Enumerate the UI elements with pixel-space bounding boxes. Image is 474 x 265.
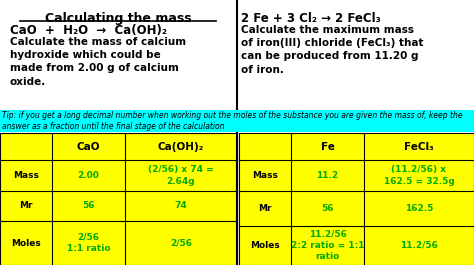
Text: 2 Fe + 3 Cl₂ → 2 FeCl₃: 2 Fe + 3 Cl₂ → 2 FeCl₃ xyxy=(241,12,381,25)
Text: CaO  +  H₂O  →  Ca(OH)₂: CaO + H₂O → Ca(OH)₂ xyxy=(10,24,167,37)
Text: Calculating the mass: Calculating the mass xyxy=(45,12,191,25)
Text: 2/56
1:1 ratio: 2/56 1:1 ratio xyxy=(67,233,110,253)
Text: 162.5: 162.5 xyxy=(405,204,433,213)
Text: 56: 56 xyxy=(321,204,334,213)
Text: 11.2/56
2:2 ratio = 1:1
ratio: 11.2/56 2:2 ratio = 1:1 ratio xyxy=(291,230,364,261)
Text: Moles: Moles xyxy=(250,241,280,250)
Text: Mr: Mr xyxy=(258,204,272,213)
Text: FeCl₃: FeCl₃ xyxy=(404,142,434,152)
Text: Moles: Moles xyxy=(11,238,41,248)
Text: (2/56) x 74 =
2.64g: (2/56) x 74 = 2.64g xyxy=(148,165,214,186)
Text: Tip: if you get a long decimal number when working out the moles of the substanc: Tip: if you get a long decimal number wh… xyxy=(2,111,463,131)
FancyBboxPatch shape xyxy=(239,133,474,265)
Text: Mass: Mass xyxy=(252,171,278,180)
Text: Calculate the maximum mass
of iron(III) chloride (FeCl₃) that
can be produced fr: Calculate the maximum mass of iron(III) … xyxy=(241,25,423,75)
Text: 11.2/56: 11.2/56 xyxy=(400,241,438,250)
Text: 11.2: 11.2 xyxy=(317,171,338,180)
Text: CaO: CaO xyxy=(77,142,100,152)
FancyBboxPatch shape xyxy=(0,110,474,132)
Text: Ca(OH)₂: Ca(OH)₂ xyxy=(158,142,204,152)
Text: 74: 74 xyxy=(174,201,187,210)
Text: 2.00: 2.00 xyxy=(78,171,100,180)
Text: Mr: Mr xyxy=(19,201,33,210)
Text: 2/56: 2/56 xyxy=(170,238,192,248)
FancyBboxPatch shape xyxy=(0,133,237,265)
Text: Calculate the mass of calcium
hydroxide which could be
made from 2.00 g of calci: Calculate the mass of calcium hydroxide … xyxy=(10,37,186,87)
Text: 56: 56 xyxy=(82,201,95,210)
Text: Fe: Fe xyxy=(320,142,335,152)
Text: Mass: Mass xyxy=(13,171,39,180)
Text: (11.2/56) x
162.5 = 32.5g: (11.2/56) x 162.5 = 32.5g xyxy=(383,165,455,186)
